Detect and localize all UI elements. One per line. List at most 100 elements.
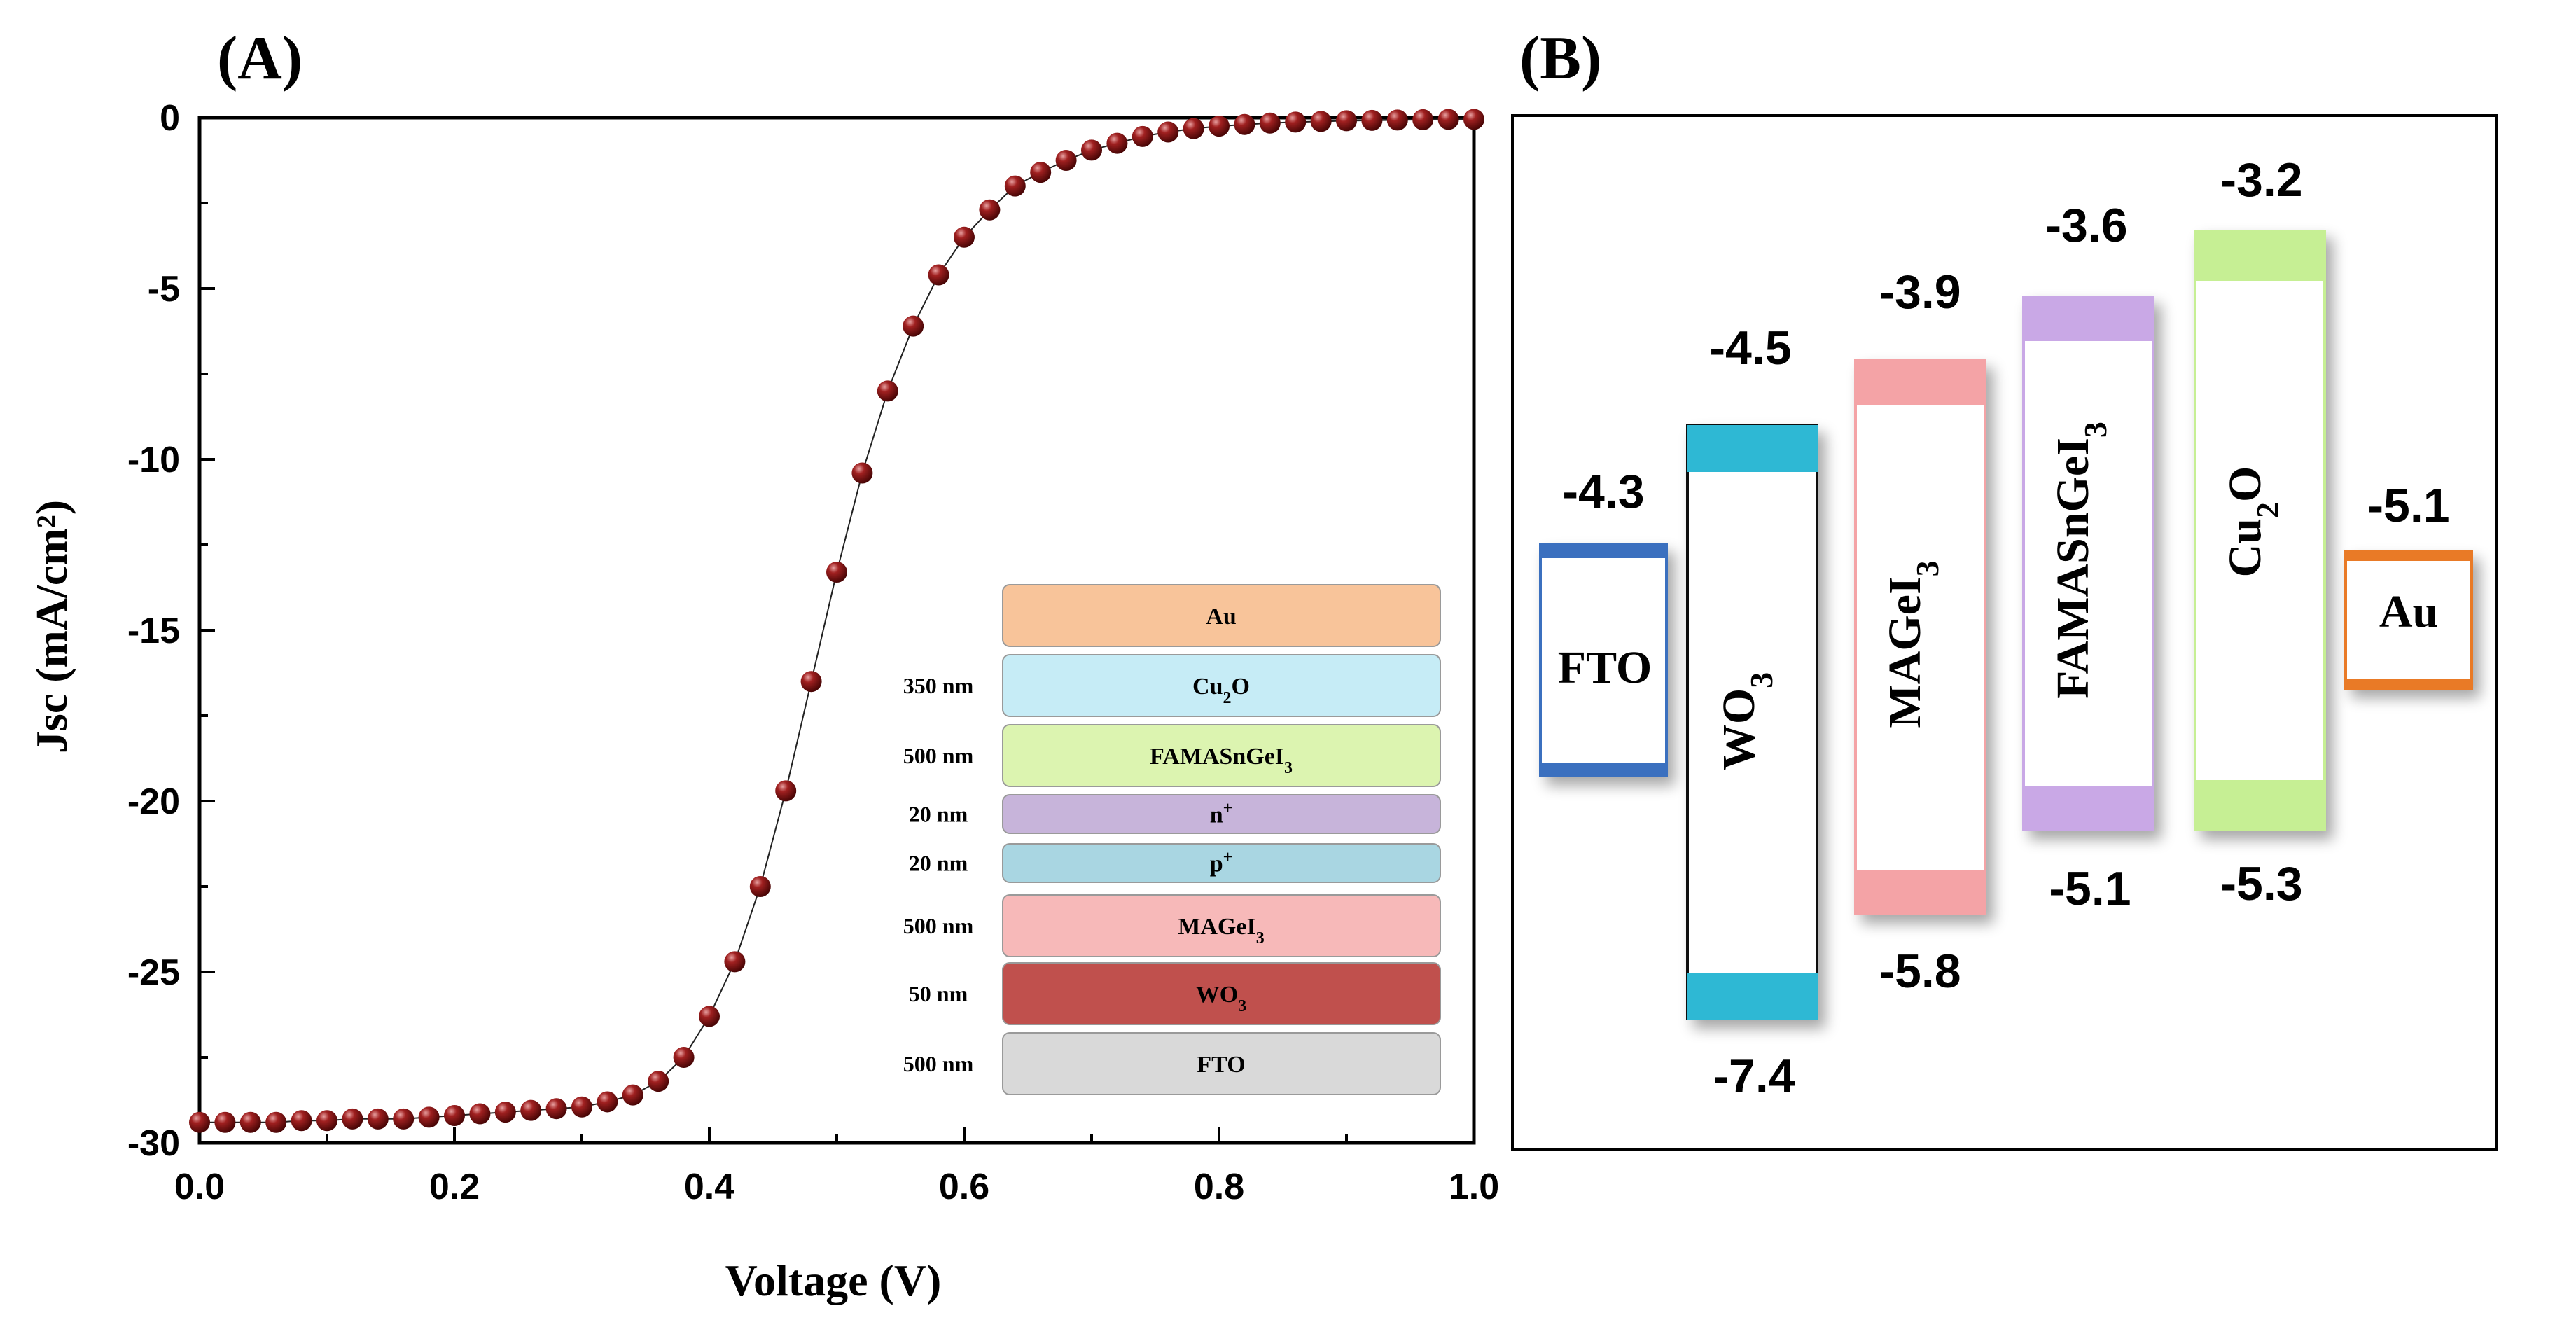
jv-point	[1285, 111, 1307, 133]
stack-layer	[1002, 724, 1441, 787]
energy-band-diagram: FTO-4.3WO3-4.5-7.4MAGeI3-3.9-5.8FAMASnGe…	[1539, 153, 2473, 1103]
stack-thickness-label: 350 nm	[903, 673, 974, 698]
jv-point	[1183, 118, 1204, 139]
jv-point	[851, 462, 873, 484]
upper-energy-value: -4.3	[1562, 465, 1644, 518]
band-outline	[2194, 230, 2326, 831]
x-tick-label: 0.8	[1194, 1167, 1244, 1207]
jv-point	[520, 1099, 542, 1121]
jv-point	[775, 780, 797, 802]
band-outline	[1854, 359, 1986, 915]
conduction-band-edge	[1540, 544, 1667, 558]
jv-point	[214, 1111, 236, 1133]
conduction-band-edge	[1687, 425, 1818, 472]
stack-layer-label: Au	[1206, 604, 1236, 630]
jv-point	[494, 1102, 516, 1123]
jv-point	[1055, 150, 1077, 171]
jv-point	[265, 1111, 287, 1133]
jv-point	[800, 671, 822, 693]
jv-point	[1157, 121, 1179, 143]
band-layer	[1686, 424, 1818, 1020]
jv-point	[1030, 162, 1052, 183]
jv-point	[342, 1108, 363, 1130]
conduction-band-edge	[1855, 360, 1986, 405]
stack-thickness-label: 50 nm	[909, 981, 968, 1006]
x-tick-label: 0.2	[429, 1167, 480, 1207]
jv-point	[622, 1084, 643, 1106]
jv-point	[1234, 113, 1255, 135]
stack-layer	[1002, 843, 1441, 883]
jv-point	[1336, 110, 1357, 132]
y-tick-label: -15	[127, 611, 180, 651]
upper-energy-value: -5.1	[2367, 479, 2449, 532]
valence-band-edge	[1540, 763, 1667, 777]
y-tick-label: -30	[127, 1123, 180, 1164]
valence-band-edge	[1855, 870, 1986, 915]
stack-layer	[1002, 962, 1441, 1025]
jv-point	[1209, 116, 1230, 137]
x-tick-label: 0.4	[684, 1167, 734, 1207]
jv-point	[826, 562, 847, 583]
panel-a-title: (A)	[217, 25, 302, 92]
y-tick-label: -5	[148, 269, 180, 310]
y-tick-label: -25	[127, 952, 180, 993]
upper-energy-value: -3.2	[2220, 153, 2302, 207]
lower-energy-value: -5.1	[2049, 862, 2131, 915]
jv-point	[1386, 109, 1408, 131]
valence-band-edge	[2194, 780, 2325, 831]
x-axis-label: Voltage (V)	[725, 1256, 942, 1305]
upper-energy-value: -4.5	[1709, 321, 1791, 375]
stack-layer	[1002, 894, 1441, 957]
jv-point	[189, 1111, 210, 1133]
y-axis-label: Jsc (mA/cm²)	[27, 500, 76, 753]
jv-point	[418, 1106, 440, 1128]
y-tick-label: 0	[160, 98, 180, 139]
jv-point	[239, 1111, 261, 1133]
lower-energy-value: -5.8	[1879, 945, 1961, 998]
conduction-band-edge	[2345, 551, 2472, 561]
jv-point	[367, 1108, 389, 1130]
jv-point	[1437, 109, 1459, 130]
jv-point	[291, 1110, 312, 1132]
lower-energy-value: -7.4	[1713, 1050, 1795, 1103]
x-tick-label: 0.0	[174, 1167, 225, 1207]
band-layer	[1854, 359, 1986, 915]
band-layer	[2194, 230, 2326, 831]
jv-point	[724, 951, 746, 973]
jv-point	[979, 199, 1001, 221]
jv-point	[571, 1096, 592, 1118]
jv-point	[1412, 109, 1434, 130]
jv-point	[673, 1047, 695, 1068]
y-tick-label: -20	[127, 781, 180, 822]
stack-layer	[1002, 1032, 1441, 1095]
jv-point	[928, 264, 949, 286]
stack-thickness-label: 500 nm	[903, 913, 974, 938]
band-outline	[1539, 543, 1668, 777]
jv-point	[1132, 125, 1153, 147]
stack-thickness-label: 20 nm	[909, 851, 968, 876]
jv-point	[1361, 109, 1383, 131]
stack-layer	[1002, 584, 1441, 647]
valence-band-edge	[2023, 786, 2154, 831]
jv-point	[749, 876, 771, 897]
jv-point	[1081, 139, 1102, 161]
jv-point	[469, 1103, 491, 1125]
band-layer-label: FTO	[1558, 642, 1652, 693]
conduction-band-edge	[2194, 230, 2325, 281]
upper-energy-value: -3.9	[1879, 265, 1961, 319]
stack-layer-label: p+	[1210, 849, 1233, 877]
jv-point	[1463, 109, 1484, 130]
x-tick-label: 0.6	[939, 1167, 989, 1207]
jv-point	[699, 1006, 720, 1027]
band-outline	[1686, 424, 1818, 1020]
valence-band-edge	[2345, 679, 2472, 689]
stack-layer	[1002, 794, 1441, 834]
band-layer	[1539, 543, 1668, 777]
y-tick-label: -10	[127, 440, 180, 480]
jv-curve	[189, 109, 1484, 1133]
jv-point	[545, 1098, 567, 1120]
jv-point	[954, 226, 975, 248]
valence-band-edge	[1687, 973, 1818, 1020]
